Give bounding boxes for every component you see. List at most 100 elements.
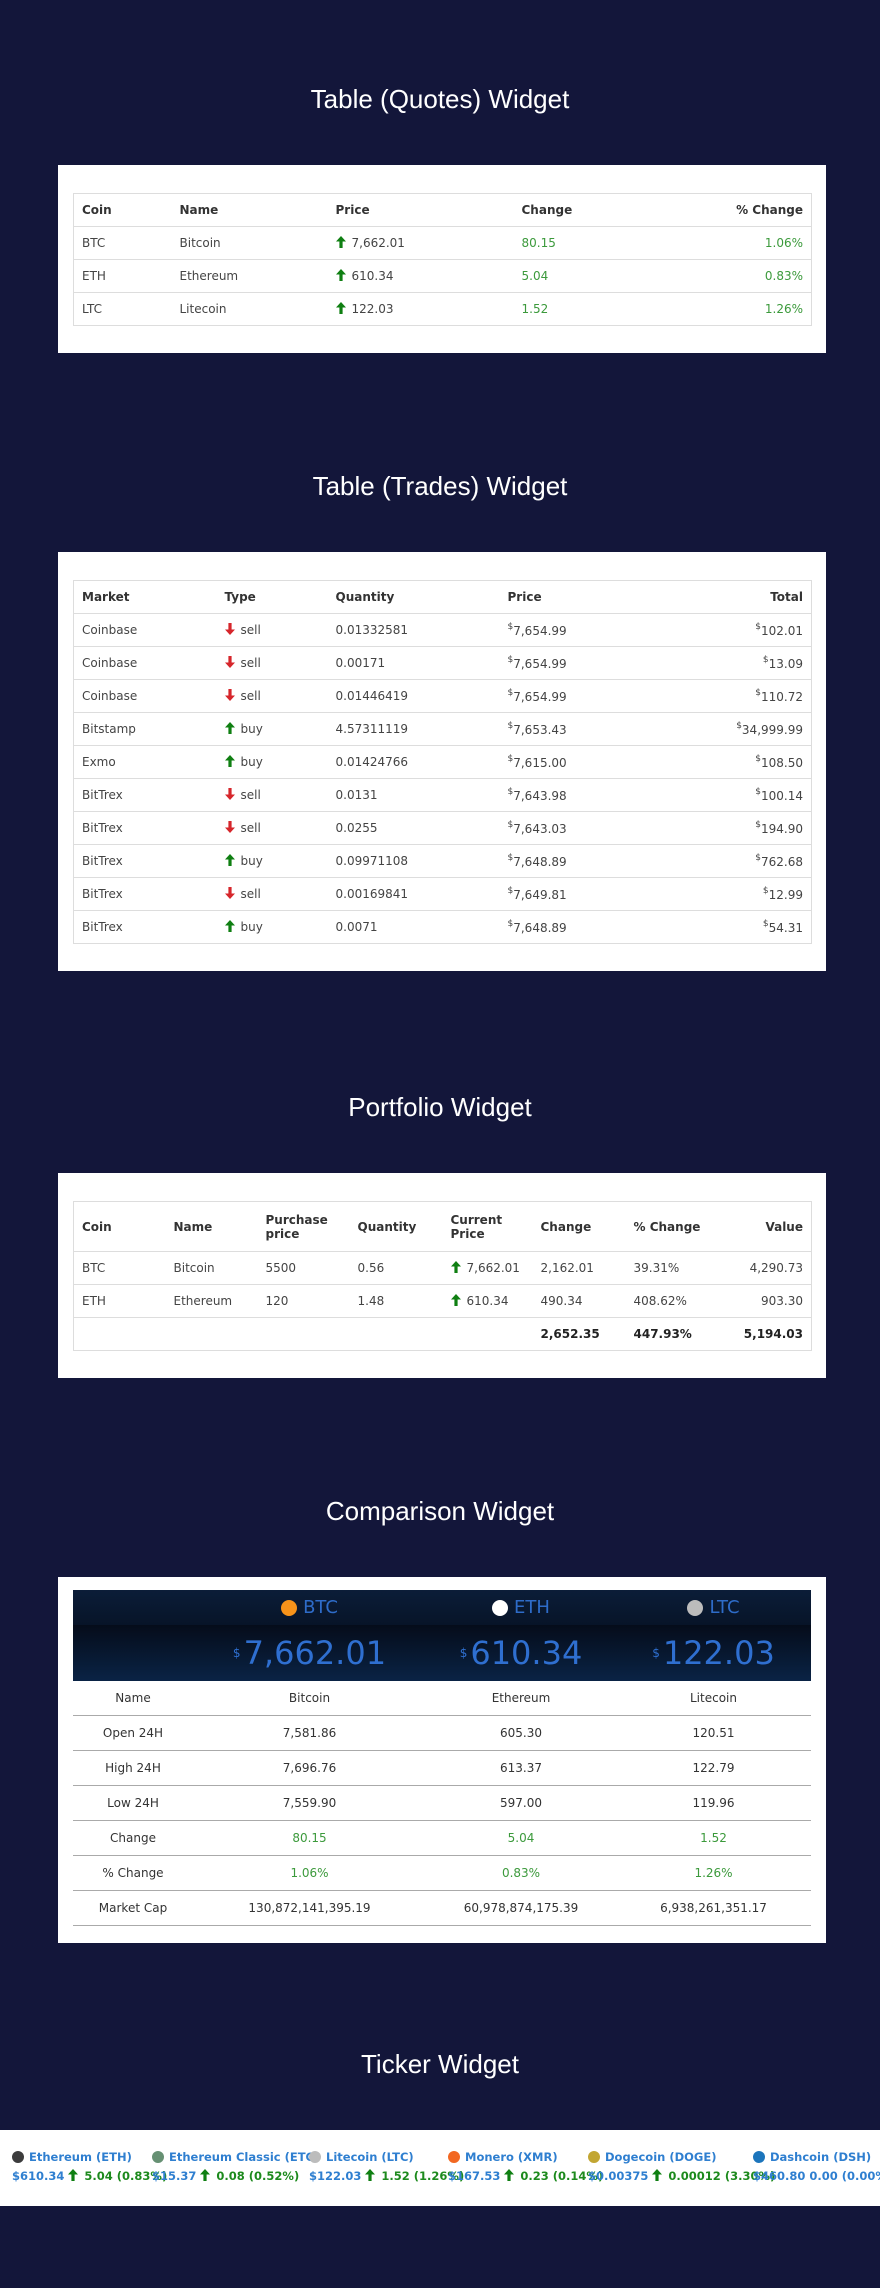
table-cell: BitTrex bbox=[73, 811, 217, 845]
ticker-price: $0.00375 bbox=[588, 2169, 649, 2183]
column-header: Change bbox=[513, 193, 674, 227]
comparison-header: BTC ETH LTC $7,662.01 $610.34 $122.03 bbox=[73, 1590, 811, 1681]
cell-text: 54.31 bbox=[768, 921, 803, 935]
table-cell: 120 bbox=[257, 1284, 350, 1318]
cell-text: 0.00171 bbox=[335, 656, 386, 670]
table-cell: 0.0255 bbox=[327, 811, 500, 845]
currency-symbol: $ bbox=[762, 919, 769, 929]
cell-text: 0.01424766 bbox=[335, 755, 409, 769]
row-value: 1.26% bbox=[616, 1855, 811, 1891]
total-cell: 5,194.03 bbox=[718, 1317, 812, 1351]
table-cell: $110.72 bbox=[669, 679, 812, 713]
ticker-price-line: $460.80 0.00 (0.00%) bbox=[753, 2167, 880, 2186]
table-cell: 0.00171 bbox=[327, 646, 500, 680]
currency-symbol: $ bbox=[507, 853, 514, 863]
row-value: 605.30 bbox=[426, 1715, 616, 1751]
table-cell: sell bbox=[216, 646, 328, 680]
cell-text: 0.0131 bbox=[335, 788, 378, 802]
ticker-change: 0.00 (0.00%) bbox=[809, 2169, 880, 2183]
comparison-row: Name Bitcoin Ethereum Litecoin bbox=[73, 1681, 811, 1716]
row-value: 7,696.76 bbox=[193, 1750, 426, 1786]
up-arrow bbox=[224, 755, 235, 767]
cell-text: 7,654.99 bbox=[513, 690, 567, 704]
column-header: Change bbox=[532, 1201, 626, 1252]
table-row: ETH Ethereum 120 1.48 610.34 490.34 408.62% 903… bbox=[73, 1284, 812, 1318]
table-cell: buy bbox=[216, 745, 328, 779]
row-value: 120.51 bbox=[616, 1715, 811, 1751]
change-value: 0.00012 bbox=[668, 2169, 721, 2183]
table-cell: Coinbase bbox=[73, 613, 217, 647]
quotes-table: Coin Name Price Change% Change BTC Bitcoin 7,6… bbox=[73, 193, 812, 326]
column-header: Current Price bbox=[442, 1201, 533, 1252]
change-value: 1.52 bbox=[381, 2169, 410, 2183]
currency-symbol: $ bbox=[652, 1646, 660, 1660]
table-row: BitTrex buy 0.0071 $7,648.89 $54.31 bbox=[73, 910, 812, 944]
coin-code: LTC bbox=[709, 1597, 740, 1618]
cell-text: buy bbox=[240, 854, 263, 868]
row-value: Bitcoin bbox=[193, 1681, 426, 1716]
widget-title: Table (Quotes) Widget bbox=[310, 84, 570, 114]
coin-icon bbox=[309, 2151, 321, 2163]
cell-text: 110.72 bbox=[761, 690, 803, 704]
currency-symbol: $ bbox=[459, 1646, 468, 1660]
table-cell: sell bbox=[216, 778, 328, 812]
up-arrow bbox=[450, 1294, 461, 1306]
row-value: 0.83% bbox=[426, 1855, 616, 1891]
row-value: 1.06% bbox=[193, 1855, 426, 1891]
table-cell: buy bbox=[216, 712, 328, 746]
column-header: Price bbox=[327, 193, 514, 227]
comparison-row: High 24H 7,696.76 613.37 122.79 bbox=[73, 1750, 811, 1786]
table-cell: BTC bbox=[73, 1251, 166, 1285]
table-cell: $100.14 bbox=[669, 778, 812, 812]
currency-symbol: $ bbox=[507, 886, 514, 896]
arrow-shape bbox=[224, 722, 235, 734]
widget-title: Table (Trades) Widget bbox=[312, 471, 568, 501]
currency-symbol: $ bbox=[762, 886, 769, 896]
tbody: Coinbase sell 0.01332581 $7,654.99 $102.01 Co… bbox=[73, 613, 812, 944]
coin-icon bbox=[281, 1599, 298, 1616]
price-value: 7,662.01 bbox=[243, 1634, 387, 1672]
table-cell: $7,654.99 bbox=[499, 679, 670, 713]
table-cell: 0.56 bbox=[349, 1251, 443, 1285]
table-cell: Bitcoin bbox=[165, 1251, 258, 1285]
table-cell: 0.0131 bbox=[327, 778, 500, 812]
ticker-name: Ethereum Classic (ETC) bbox=[169, 2150, 320, 2164]
table-cell: 1.06% bbox=[673, 226, 812, 260]
cell-text: 7,643.03 bbox=[513, 822, 567, 836]
coin-symbol: LTC bbox=[616, 1590, 811, 1625]
row-label: Low 24H bbox=[73, 1785, 193, 1821]
cell-text: 490.34 bbox=[540, 1294, 583, 1308]
cell-text: sell bbox=[240, 821, 261, 835]
up-arrow bbox=[68, 2169, 79, 2181]
table-cell: $108.50 bbox=[669, 745, 812, 779]
table-row: Exmo buy 0.01424766 $7,615.00 $108.50 bbox=[73, 745, 812, 779]
row-label: Change bbox=[73, 1820, 193, 1856]
row-value: 130,872,141,395.19 bbox=[193, 1890, 426, 1926]
arrow-shape bbox=[335, 269, 346, 281]
table-cell: 0.09971108 bbox=[327, 844, 500, 878]
currency-symbol: $ bbox=[507, 820, 514, 830]
table-cell: $194.90 bbox=[669, 811, 812, 845]
table-row: Coinbase sell 0.01332581 $7,654.99 $102.01 bbox=[73, 613, 812, 647]
table-cell: 2,162.01 bbox=[532, 1251, 626, 1285]
cell-text: 12.99 bbox=[768, 888, 803, 902]
table-cell: $7,654.99 bbox=[499, 613, 670, 647]
ticker-change: 5.04 (0.83%) bbox=[68, 2169, 167, 2183]
table-cell: 80.15 bbox=[513, 226, 674, 260]
arrow-shape bbox=[335, 302, 346, 314]
currency-symbol: $ bbox=[507, 721, 514, 731]
table-cell: 7,662.01 bbox=[327, 226, 514, 260]
coin-price: $122.03 bbox=[616, 1625, 811, 1681]
cell-text: 2,162.01 bbox=[540, 1261, 594, 1275]
table-cell: 4.57311119 bbox=[327, 712, 500, 746]
row-value: 6,938,261,351.17 bbox=[616, 1890, 811, 1926]
coin-symbol: ETH bbox=[426, 1590, 616, 1625]
cell-text: 5.04 bbox=[521, 269, 549, 283]
cell-text: 2,652.35 bbox=[540, 1327, 600, 1341]
table-cell: Coinbase bbox=[73, 679, 217, 713]
arrow-shape bbox=[224, 656, 235, 668]
table-row: LTC Litecoin 122.03 1.52 1.26% bbox=[73, 292, 812, 326]
table-cell: 903.30 bbox=[718, 1284, 812, 1318]
change-value: 0.00 bbox=[809, 2169, 838, 2183]
coin-code: BTC bbox=[303, 1597, 338, 1618]
